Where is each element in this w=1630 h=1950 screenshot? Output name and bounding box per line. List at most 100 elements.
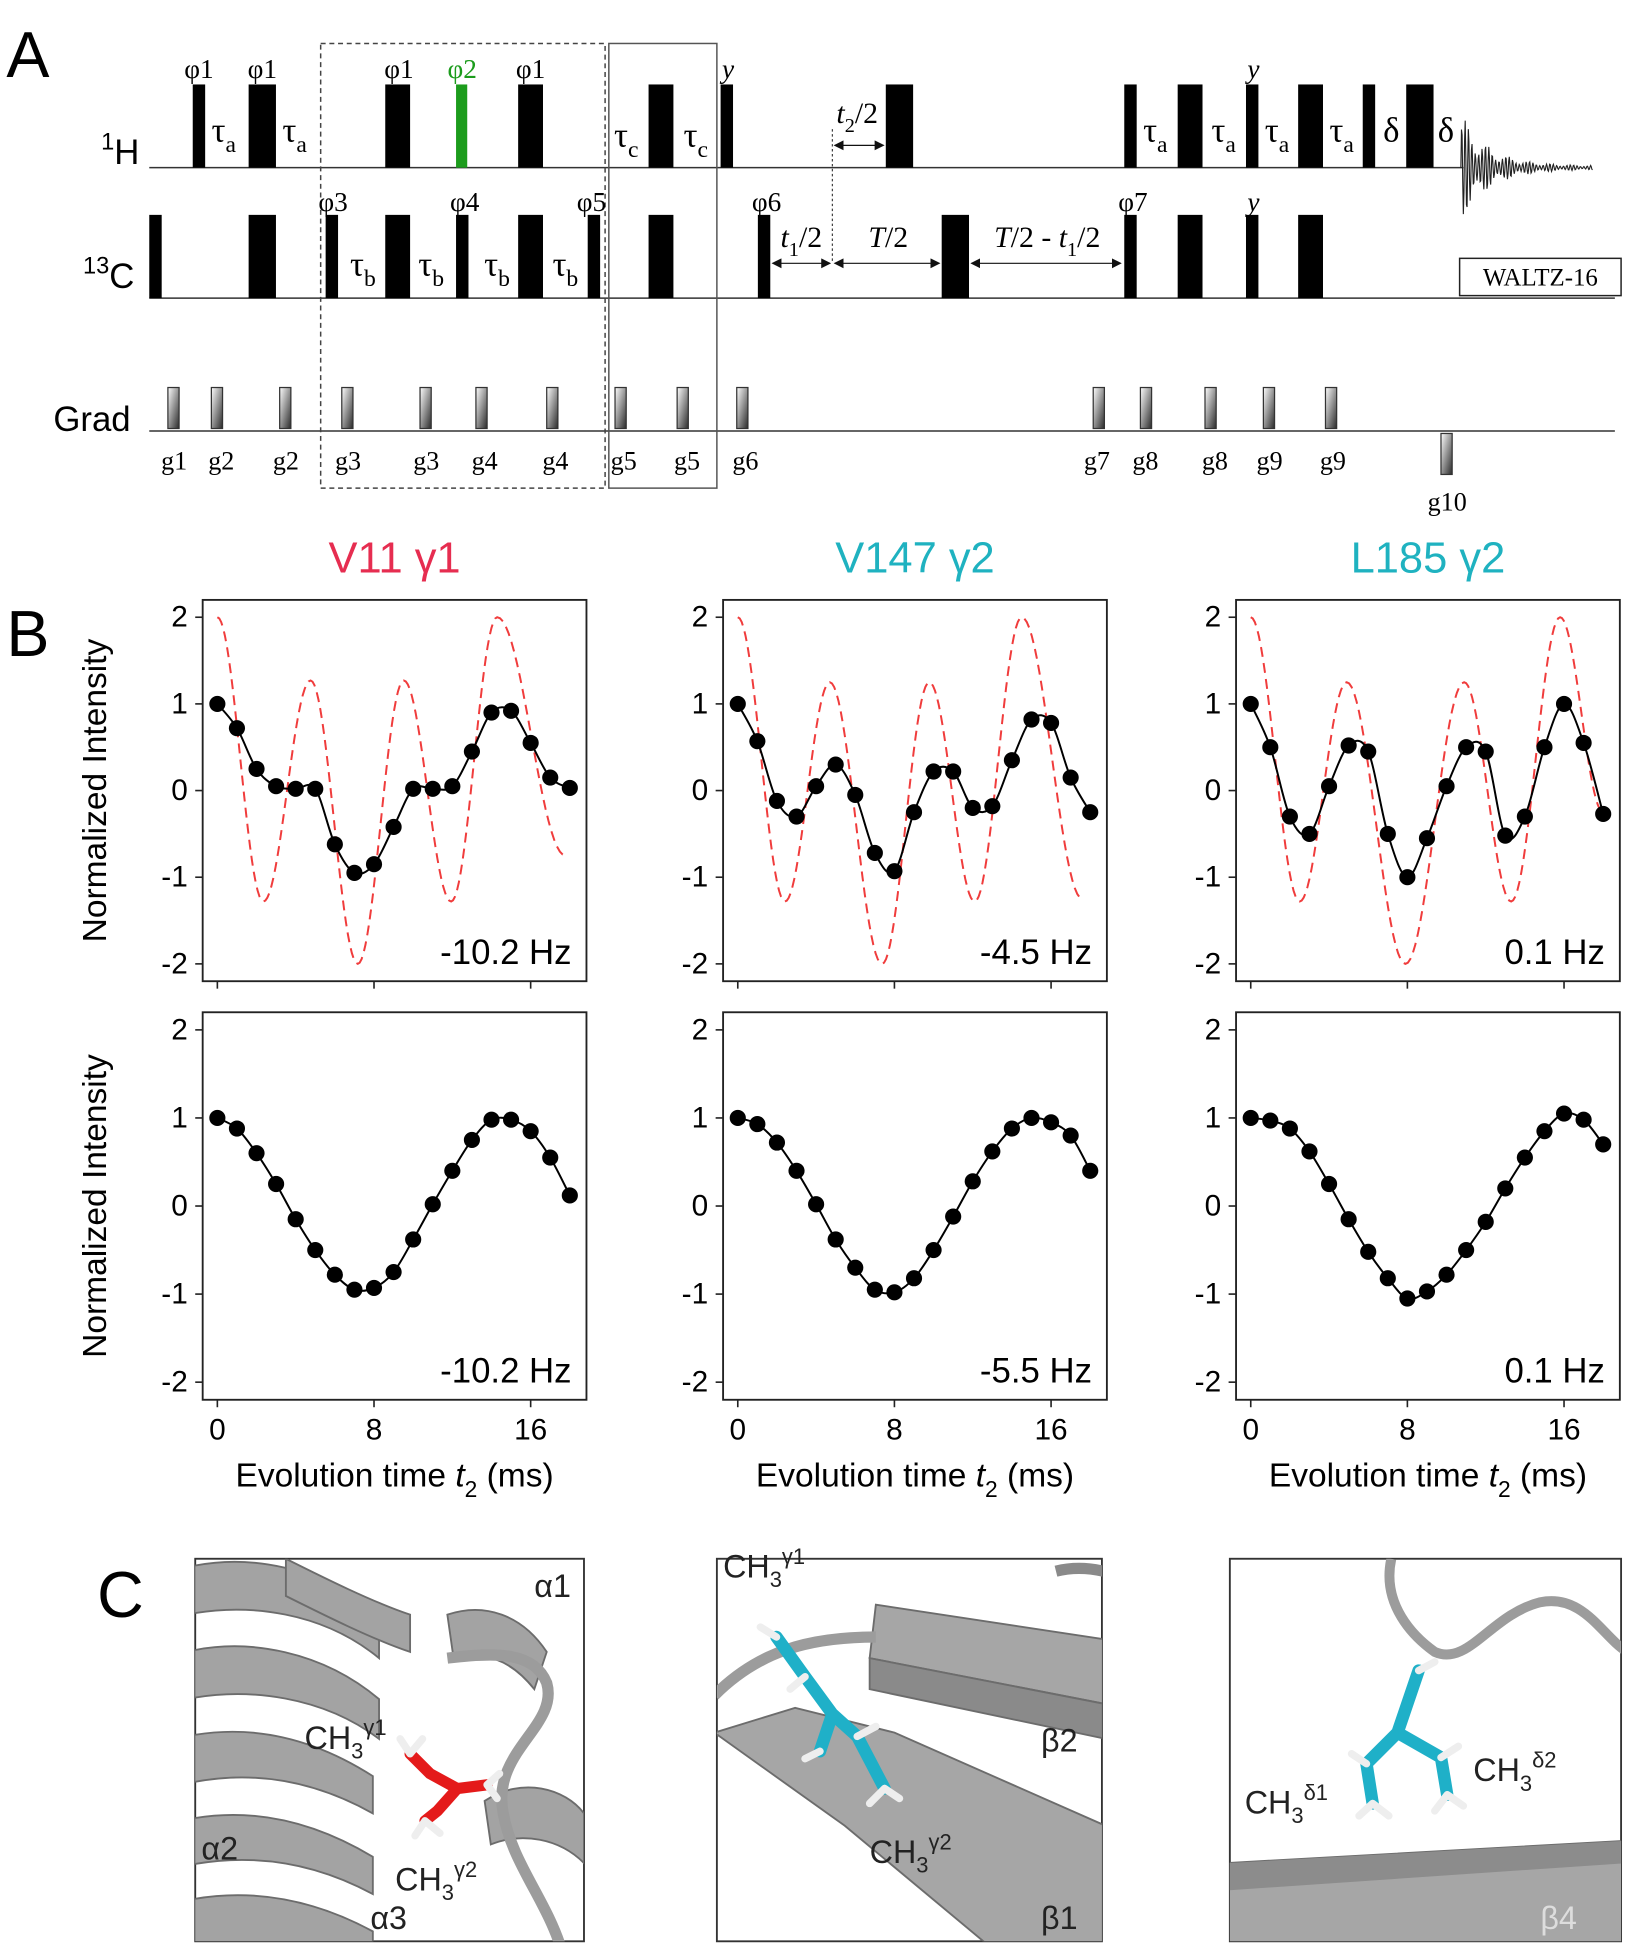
pulse [1124,84,1137,168]
structure-label: β2 [1041,1722,1078,1758]
text-part: τ [484,245,498,284]
structure-label: β4 [1540,1900,1577,1936]
phase-label: φ3 [318,187,347,217]
data-point [542,769,559,786]
chart: -2 -1 0 1 2 L185 γ2 0.1 Hz [1195,535,1621,989]
delay-label: τb [484,245,510,292]
text-part: τ [418,245,432,284]
data-point [483,704,500,721]
channel-label: 1H [101,129,139,172]
panel-label: A [6,19,49,91]
gradient-label: g7 [1084,446,1110,475]
data-point [886,1284,903,1301]
channel-label: 13C [83,254,134,297]
loop [1384,1558,1622,1660]
gradient-label: g10 [1428,487,1467,516]
phase-label: φ5 [577,187,606,217]
structure-label: CH3γ2 [870,1829,952,1877]
data-point [1497,1180,1514,1197]
data-point [866,1281,883,1298]
helix [195,1894,374,1942]
fid [1460,120,1593,215]
timing-label: t1/2 [781,221,823,261]
data-point [905,1270,923,1287]
y-tick-label: 0 [1205,774,1222,807]
pulse [941,214,970,299]
plot-frame [722,598,1108,983]
text-part: CH [1245,1784,1292,1820]
data-point [1458,1241,1475,1259]
y-tick-label: 2 [692,601,709,634]
data-point [1042,1114,1060,1131]
text-part: t [976,1458,987,1495]
text-part: φ6 [752,187,781,217]
annotation: 0.1 Hz [1504,1352,1604,1390]
data-point [248,760,265,777]
text-part: (ms) [477,1458,553,1495]
text-part: 3 [770,1567,782,1592]
text-part: y [1244,54,1260,84]
text-part: a [1279,132,1290,158]
data-point [424,780,441,797]
text-part: a [1343,132,1354,158]
chart-title: V147 γ2 [835,535,995,583]
data-point [542,1149,559,1166]
text-part: CH [723,1548,770,1584]
data-point [1379,1270,1396,1287]
plot-frame [201,1011,588,1401]
structure-label: CH3δ1 [1245,1780,1328,1828]
structure-label: α3 [370,1900,407,1936]
text-part: 2 [985,1476,998,1502]
data-point [768,1134,786,1151]
data-point [1042,714,1060,732]
annotation: -5.5 Hz [980,1352,1092,1390]
data-point [385,1263,402,1281]
text-part: b [498,266,510,292]
data-point [1242,1109,1259,1127]
gradient-label: g8 [1202,446,1228,475]
data-point [365,1279,383,1296]
gradient-pulse [1440,432,1453,476]
delay-label: τa [1211,111,1236,158]
x-tick-label: 16 [514,1414,547,1447]
data-point [463,743,480,760]
text-part: CH [395,1861,442,1897]
phase-label: φ7 [1118,187,1147,217]
model-curve [1250,616,1604,965]
model-curve [737,616,1083,966]
text-part: 3 [1520,1771,1532,1796]
x-tick-label: 0 [209,1414,226,1447]
pulse [248,84,276,168]
data-point [1340,1211,1357,1228]
y-tick-label: -1 [161,1278,187,1311]
data-point [1262,739,1279,756]
data-point [749,733,766,750]
y-tick-label: 0 [171,774,188,807]
text-part: /2 - [1011,221,1059,254]
data-point [925,763,942,780]
data-point [307,1241,324,1259]
text-part: τ [684,116,698,155]
data-point [1262,1112,1279,1129]
data-point [925,1241,942,1259]
y-tick-label: -2 [161,1366,187,1399]
text-part: 2 [465,1476,478,1502]
gradient-label: g2 [208,446,234,475]
data-point [1516,1149,1533,1166]
text-part: b [364,266,376,292]
data-point [405,780,422,797]
text-part: (ms) [998,1458,1074,1495]
data-point [444,1162,461,1179]
text-part: φ7 [1118,187,1147,217]
data-point [827,756,844,773]
strand-edge [1229,1841,1622,1891]
text-part: H [114,134,139,172]
data-point [1418,830,1436,847]
data-point [964,799,981,816]
text-part: CH [870,1834,917,1870]
structure-label: α2 [201,1830,238,1866]
delay-label: τb [418,245,444,292]
helix [195,1814,374,1896]
text-part: a [226,132,237,158]
